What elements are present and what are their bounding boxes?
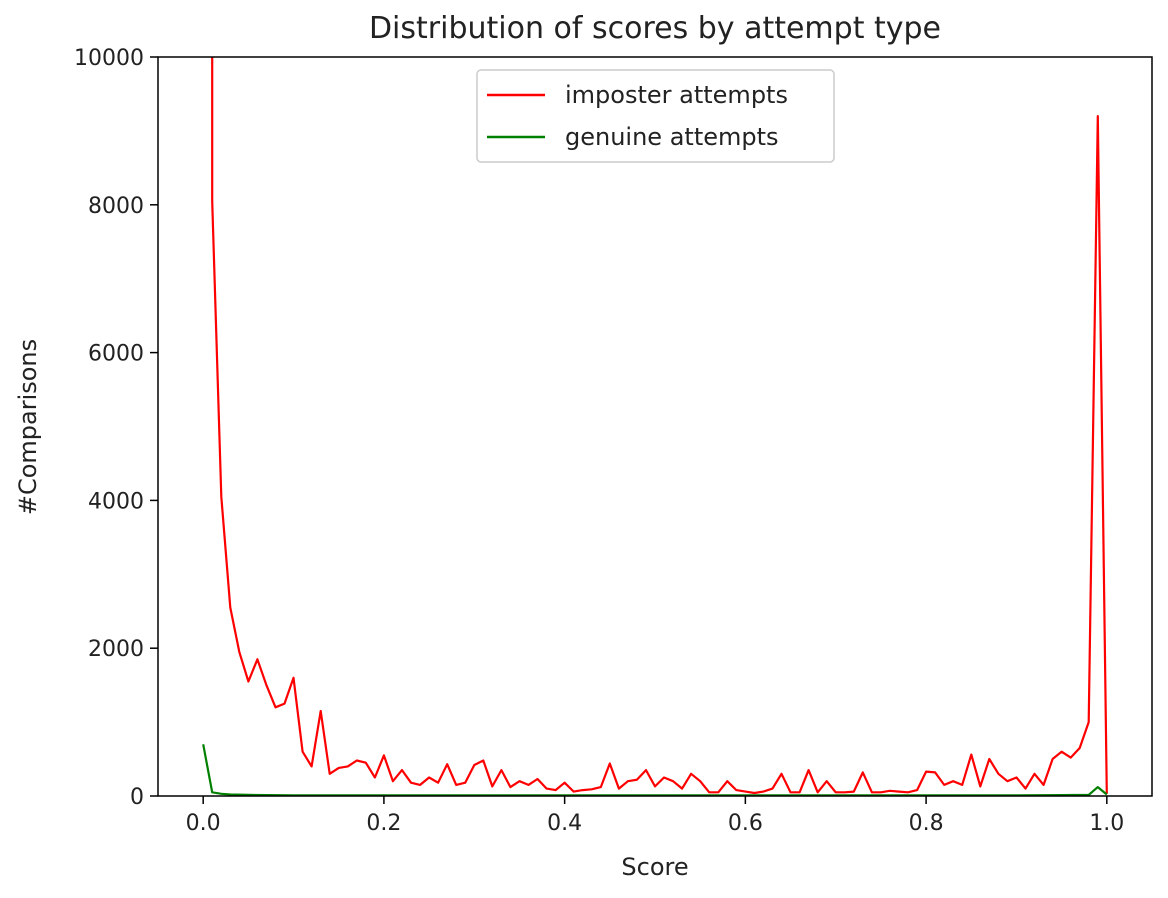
x-tick-label: 0.8 bbox=[909, 811, 944, 836]
x-axis-label: Score bbox=[621, 853, 688, 881]
y-tick-label: 8000 bbox=[88, 194, 144, 219]
y-tick-label: 10000 bbox=[74, 46, 144, 71]
x-tick-label: 0.4 bbox=[547, 811, 582, 836]
y-tick-label: 6000 bbox=[88, 342, 144, 367]
x-tick-label: 0.2 bbox=[366, 811, 401, 836]
y-tick-label: 4000 bbox=[88, 489, 144, 514]
chart-title: Distribution of scores by attempt type bbox=[369, 11, 941, 46]
legend-box bbox=[476, 69, 835, 163]
legend: imposter attempts genuine attempts bbox=[476, 69, 835, 163]
y-tick-label: 2000 bbox=[88, 637, 144, 662]
x-tick-label: 0.0 bbox=[186, 811, 221, 836]
legend-label: imposter attempts bbox=[565, 81, 788, 109]
legend-label: genuine attempts bbox=[565, 123, 779, 151]
x-tick-label: 0.6 bbox=[728, 811, 763, 836]
axis-ticks: 0.0 0.2 0.4 0.6 0.8 1.0 0 2000 4000 6000 8000 10000 bbox=[74, 46, 1124, 836]
y-axis-label: #Comparisons bbox=[14, 339, 42, 515]
x-tick-label: 1.0 bbox=[1089, 811, 1124, 836]
plot-frame bbox=[157, 56, 1153, 797]
series-line-imposter bbox=[211, 57, 1108, 795]
y-tick-label: 0 bbox=[130, 785, 144, 810]
